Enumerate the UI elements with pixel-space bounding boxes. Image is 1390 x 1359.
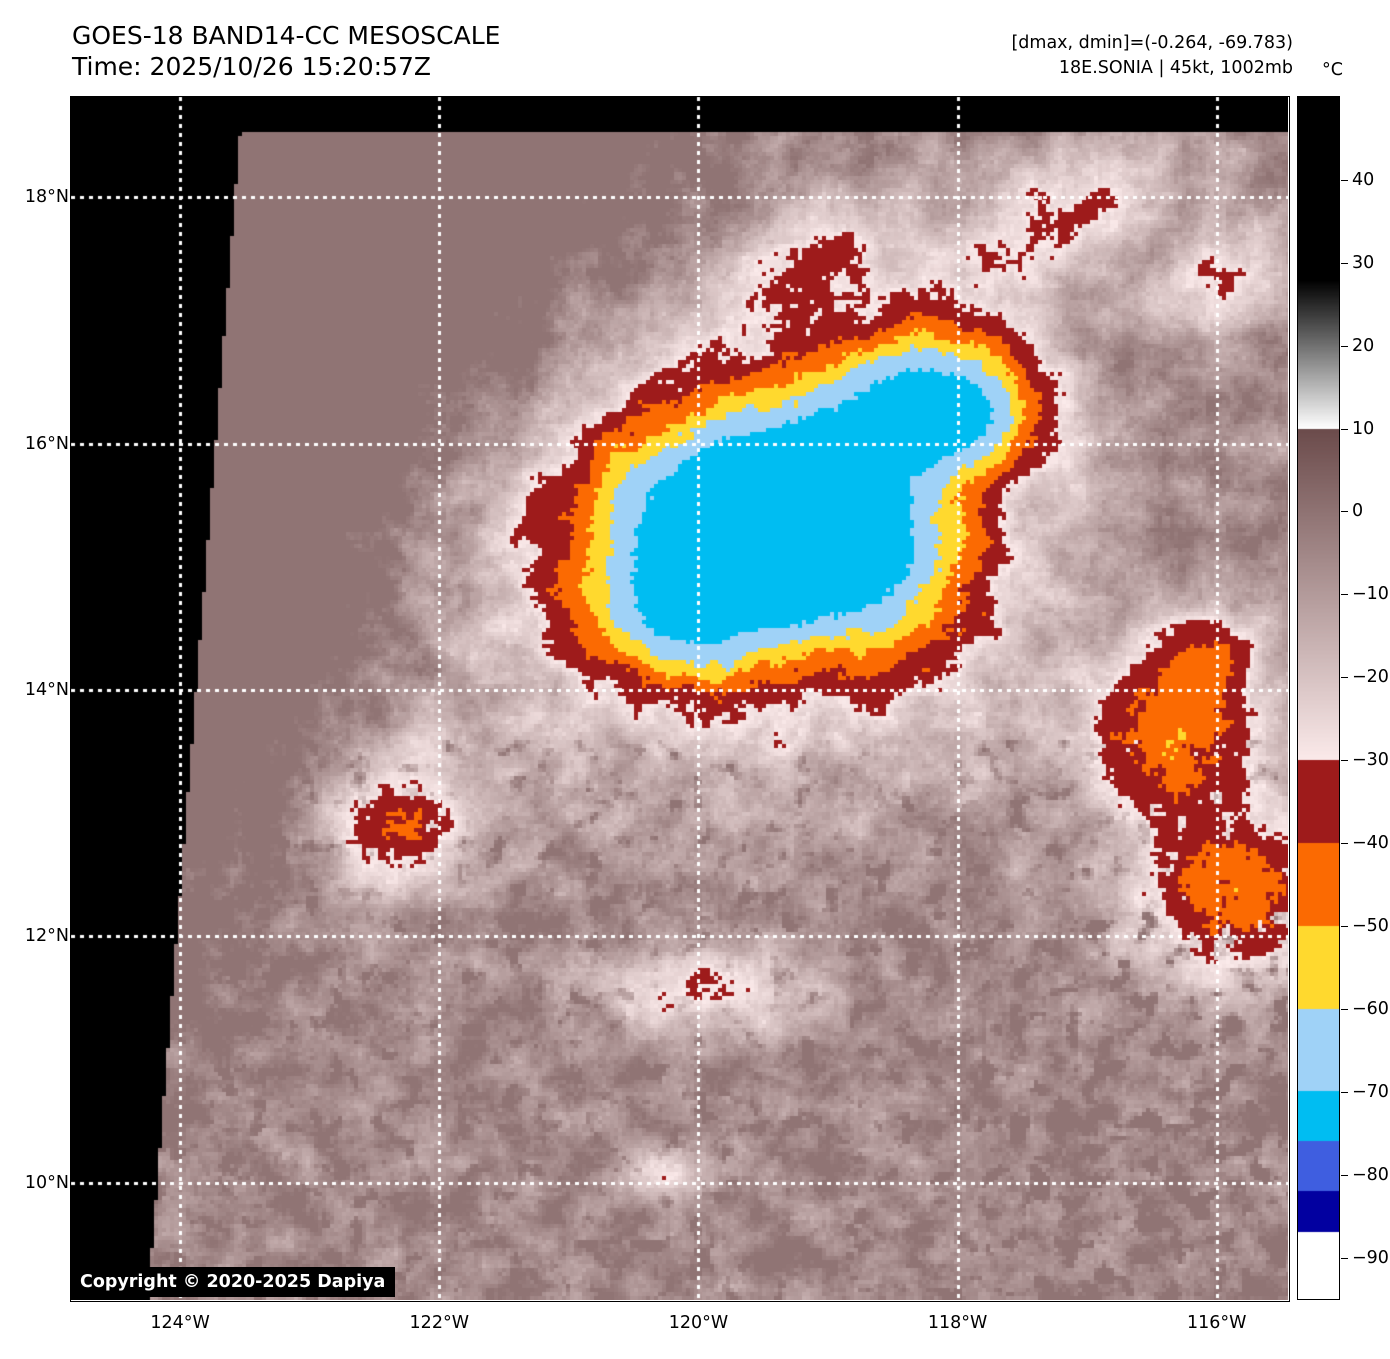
colorbar-tick-label: −50 bbox=[1352, 915, 1389, 936]
x-axis-tick-label: 120°W bbox=[668, 1313, 729, 1333]
colorbar-tick-mark bbox=[1341, 677, 1348, 678]
x-axis-tick-label: 122°W bbox=[409, 1313, 470, 1333]
latitude-longitude-gridlines bbox=[70, 96, 1288, 1300]
y-axis-tick-label: 10°N bbox=[24, 1172, 69, 1193]
colorbar-tick-label: 40 bbox=[1352, 169, 1375, 190]
timestamp-label: Time: 2025/10/26 15:20:57Z bbox=[72, 52, 431, 81]
x-axis-tick-label: 116°W bbox=[1186, 1313, 1247, 1333]
colorbar-tick-label: −60 bbox=[1352, 998, 1389, 1019]
satellite-image-plot[interactable]: Copyright © 2020-2025 Dapiya bbox=[70, 96, 1288, 1300]
colorbar-tick-label: 30 bbox=[1352, 252, 1375, 273]
y-axis-tick-label: 18°N bbox=[24, 187, 69, 208]
x-axis-tick-label: 124°W bbox=[150, 1313, 210, 1333]
title-block: GOES-18 BAND14-CC MESOSCALE Time: 2025/1… bbox=[72, 20, 500, 82]
colorbar-tick-label: −30 bbox=[1352, 750, 1389, 771]
colorbar-tick-mark bbox=[1341, 429, 1348, 430]
colorbar-tick-label: −20 bbox=[1352, 667, 1389, 688]
colorbar-tick-mark bbox=[1341, 346, 1348, 347]
annotation-block: [dmax, dmin]=(-0.264, -69.783) 18E.SONIA… bbox=[1011, 31, 1293, 81]
colorbar-tick-label: −10 bbox=[1352, 584, 1389, 605]
colorbar-tick-mark bbox=[1341, 1175, 1348, 1176]
colorbar-tick-mark bbox=[1341, 1009, 1348, 1010]
colorbar-tick-mark bbox=[1341, 843, 1348, 844]
colorbar-tick-label: −40 bbox=[1352, 833, 1389, 854]
temperature-colorbar[interactable] bbox=[1297, 96, 1340, 1300]
colorbar-tick-label: −80 bbox=[1352, 1164, 1389, 1185]
colorbar-gradient bbox=[1298, 97, 1339, 1299]
y-axis-tick-label: 12°N bbox=[24, 926, 69, 947]
colorbar-tick-mark bbox=[1341, 926, 1348, 927]
colorbar-tick-mark bbox=[1341, 760, 1348, 761]
colorbar-tick-mark bbox=[1341, 511, 1348, 512]
colorbar-tick-label: 20 bbox=[1352, 335, 1375, 356]
y-axis-tick-label: 14°N bbox=[24, 679, 69, 700]
colorbar-tick-mark bbox=[1341, 263, 1348, 264]
colorbar-tick-mark bbox=[1341, 594, 1348, 595]
colorbar-tick-label: −90 bbox=[1352, 1247, 1389, 1268]
copyright-label: Copyright © 2020-2025 Dapiya bbox=[72, 1267, 396, 1297]
data-range-label: [dmax, dmin]=(-0.264, -69.783) bbox=[1011, 33, 1293, 53]
y-axis-tick-label: 16°N bbox=[24, 433, 69, 454]
x-axis-tick-label: 118°W bbox=[927, 1313, 988, 1333]
colorbar-tick-label: 0 bbox=[1352, 501, 1364, 522]
storm-info-label: 18E.SONIA | 45kt, 1002mb bbox=[1058, 58, 1293, 78]
page-title: GOES-18 BAND14-CC MESOSCALE bbox=[72, 21, 501, 50]
colorbar-unit-label: °C bbox=[1322, 60, 1343, 80]
colorbar-tick-mark bbox=[1341, 1258, 1348, 1259]
colorbar-tick-label: −70 bbox=[1352, 1081, 1389, 1102]
colorbar-tick-mark bbox=[1341, 1092, 1348, 1093]
colorbar-tick-label: 10 bbox=[1352, 418, 1375, 439]
colorbar-tick-mark bbox=[1341, 180, 1348, 181]
